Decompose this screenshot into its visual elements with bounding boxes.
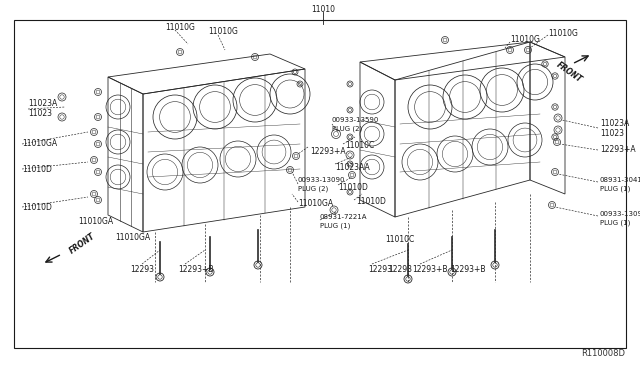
Text: FRONT: FRONT [555, 60, 584, 84]
Text: 00933-13090: 00933-13090 [298, 177, 346, 183]
Text: 11023AA: 11023AA [335, 163, 370, 171]
Text: 11010GA: 11010GA [115, 232, 150, 241]
Text: 11010GA: 11010GA [22, 140, 57, 148]
Text: 12293+B: 12293+B [450, 266, 486, 275]
Text: PLUG (2): PLUG (2) [298, 186, 328, 192]
Text: 11010G: 11010G [208, 28, 238, 36]
Text: 11010C: 11010C [345, 141, 374, 151]
Text: 11010G: 11010G [510, 35, 540, 45]
Text: 12293+B: 12293+B [412, 266, 447, 275]
Text: 11023A: 11023A [600, 119, 629, 128]
Text: R110008D: R110008D [581, 350, 625, 359]
Text: 08931-3041A: 08931-3041A [600, 177, 640, 183]
Text: 11010C: 11010C [385, 235, 414, 244]
Text: 00933-13590: 00933-13590 [332, 117, 380, 123]
Text: 11010D: 11010D [22, 202, 52, 212]
Bar [14, 20, 626, 348]
Text: 12293: 12293 [388, 266, 412, 275]
Text: 11010D: 11010D [356, 198, 386, 206]
Text: 11010GA: 11010GA [78, 218, 113, 227]
Text: 11010: 11010 [311, 4, 335, 13]
Text: 11023: 11023 [600, 129, 624, 138]
Text: 11010G: 11010G [548, 29, 578, 38]
Text: 11023A: 11023A [28, 99, 57, 109]
Text: 12293+A: 12293+A [600, 145, 636, 154]
Text: 08931-7221A: 08931-7221A [320, 214, 367, 220]
Text: 11010GA: 11010GA [298, 199, 333, 208]
Text: 12293: 12293 [130, 266, 154, 275]
Text: PLUG (1): PLUG (1) [320, 223, 350, 229]
Text: PLUG (2): PLUG (2) [332, 126, 362, 132]
Text: 00933-13090: 00933-13090 [600, 211, 640, 217]
Text: 12293+B: 12293+B [178, 266, 214, 275]
Text: PLUG (1): PLUG (1) [600, 220, 630, 226]
Text: 12293+A: 12293+A [310, 148, 346, 157]
Text: 11010D: 11010D [338, 183, 368, 192]
Text: 11010G: 11010G [165, 22, 195, 32]
Text: PLUG (1): PLUG (1) [600, 186, 630, 192]
Text: 12293: 12293 [368, 266, 392, 275]
Text: 11023: 11023 [28, 109, 52, 119]
Text: 11010D: 11010D [22, 164, 52, 173]
Text: FRONT: FRONT [68, 232, 97, 256]
